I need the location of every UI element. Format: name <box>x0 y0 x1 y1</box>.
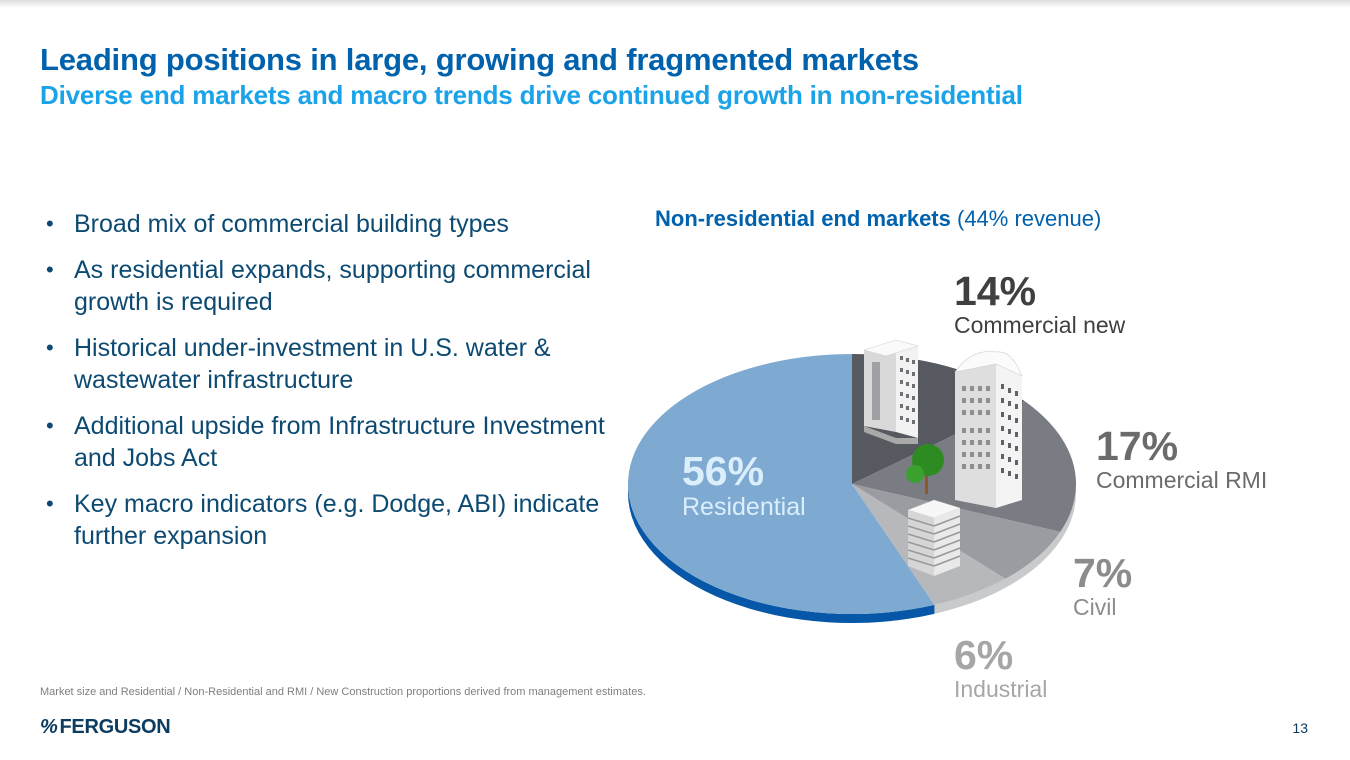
bullet-item: • As residential expands, supporting comm… <box>46 254 606 318</box>
pie-rim <box>628 484 1076 624</box>
bullet-text: Additional upside from Infrastructure In… <box>74 412 605 472</box>
bullet-icon: • <box>46 491 54 516</box>
building-icon <box>907 499 961 576</box>
tree-icon <box>906 444 944 494</box>
slice-value: 7% <box>1073 550 1133 596</box>
slice-value: 6% <box>954 632 1014 678</box>
chart-heading-strong: Non-residential end markets <box>655 206 951 231</box>
bullet-icon: • <box>46 335 54 360</box>
bullet-item: • Key macro indicators (e.g. Dodge, ABI) … <box>46 488 606 552</box>
bullet-icon: • <box>46 413 54 438</box>
chart-heading-rest: (44% revenue) <box>950 206 1102 231</box>
bullet-icon: • <box>46 211 54 236</box>
bullet-text: As residential expands, supporting comme… <box>74 256 591 316</box>
building-icon <box>863 339 919 444</box>
slice-value: 56% <box>682 448 765 494</box>
slice-value: 14% <box>954 268 1037 314</box>
bullet-list: • Broad mix of commercial building types … <box>46 208 606 566</box>
slice-label-industrial: 6% Industrial <box>954 634 1047 702</box>
chart-heading: Non-residential end markets (44% revenue… <box>655 206 1101 232</box>
bullet-text: Key macro indicators (e.g. Dodge, ABI) i… <box>74 490 600 550</box>
slice-name: Civil <box>1073 594 1117 620</box>
bullet-item: • Additional upside from Infrastructure I… <box>46 410 606 474</box>
bullet-text: Historical under-investment in U.S. wate… <box>74 334 551 394</box>
bullet-item: • Broad mix of commercial building types <box>46 208 606 240</box>
logo-text: FERGUSON <box>59 716 171 738</box>
pie-slice-residential <box>628 354 935 615</box>
slice-name: Commercial RMI <box>1096 467 1268 493</box>
city-illustration <box>863 339 1023 576</box>
slice-name: Industrial <box>954 676 1048 702</box>
slice-value: 17% <box>1096 423 1179 469</box>
slide-subtitle: Diverse end markets and macro trends dri… <box>40 80 1023 110</box>
slice-name: Commercial new <box>954 312 1126 338</box>
top-shadow <box>0 0 1350 8</box>
slide-title: Leading positions in large, growing and … <box>40 42 919 77</box>
slice-label-civil: 7% Civil <box>1073 552 1132 620</box>
slice-label-residential: 56% Residential <box>682 450 806 522</box>
logo-mark-icon: % <box>40 716 58 738</box>
bullet-icon: • <box>46 257 54 282</box>
bullet-item: • Historical under-investment in U.S. wat… <box>46 332 606 396</box>
footnote: Market size and Residential / Non-Reside… <box>40 686 646 698</box>
pie-rim-non-residential <box>934 484 1076 614</box>
bullet-text: Broad mix of commercial building types <box>74 210 509 238</box>
page-number: 13 <box>1292 720 1308 736</box>
slice-label-commercial-rmi: 17% Commercial RMI <box>1096 425 1267 493</box>
ferguson-logo: % FERGUSON <box>40 716 171 739</box>
slice-name: Residential <box>682 493 806 521</box>
pie-rim-residential <box>628 484 935 624</box>
slice-label-commercial-new: 14% Commercial new <box>954 270 1125 338</box>
building-icon <box>954 351 1023 508</box>
